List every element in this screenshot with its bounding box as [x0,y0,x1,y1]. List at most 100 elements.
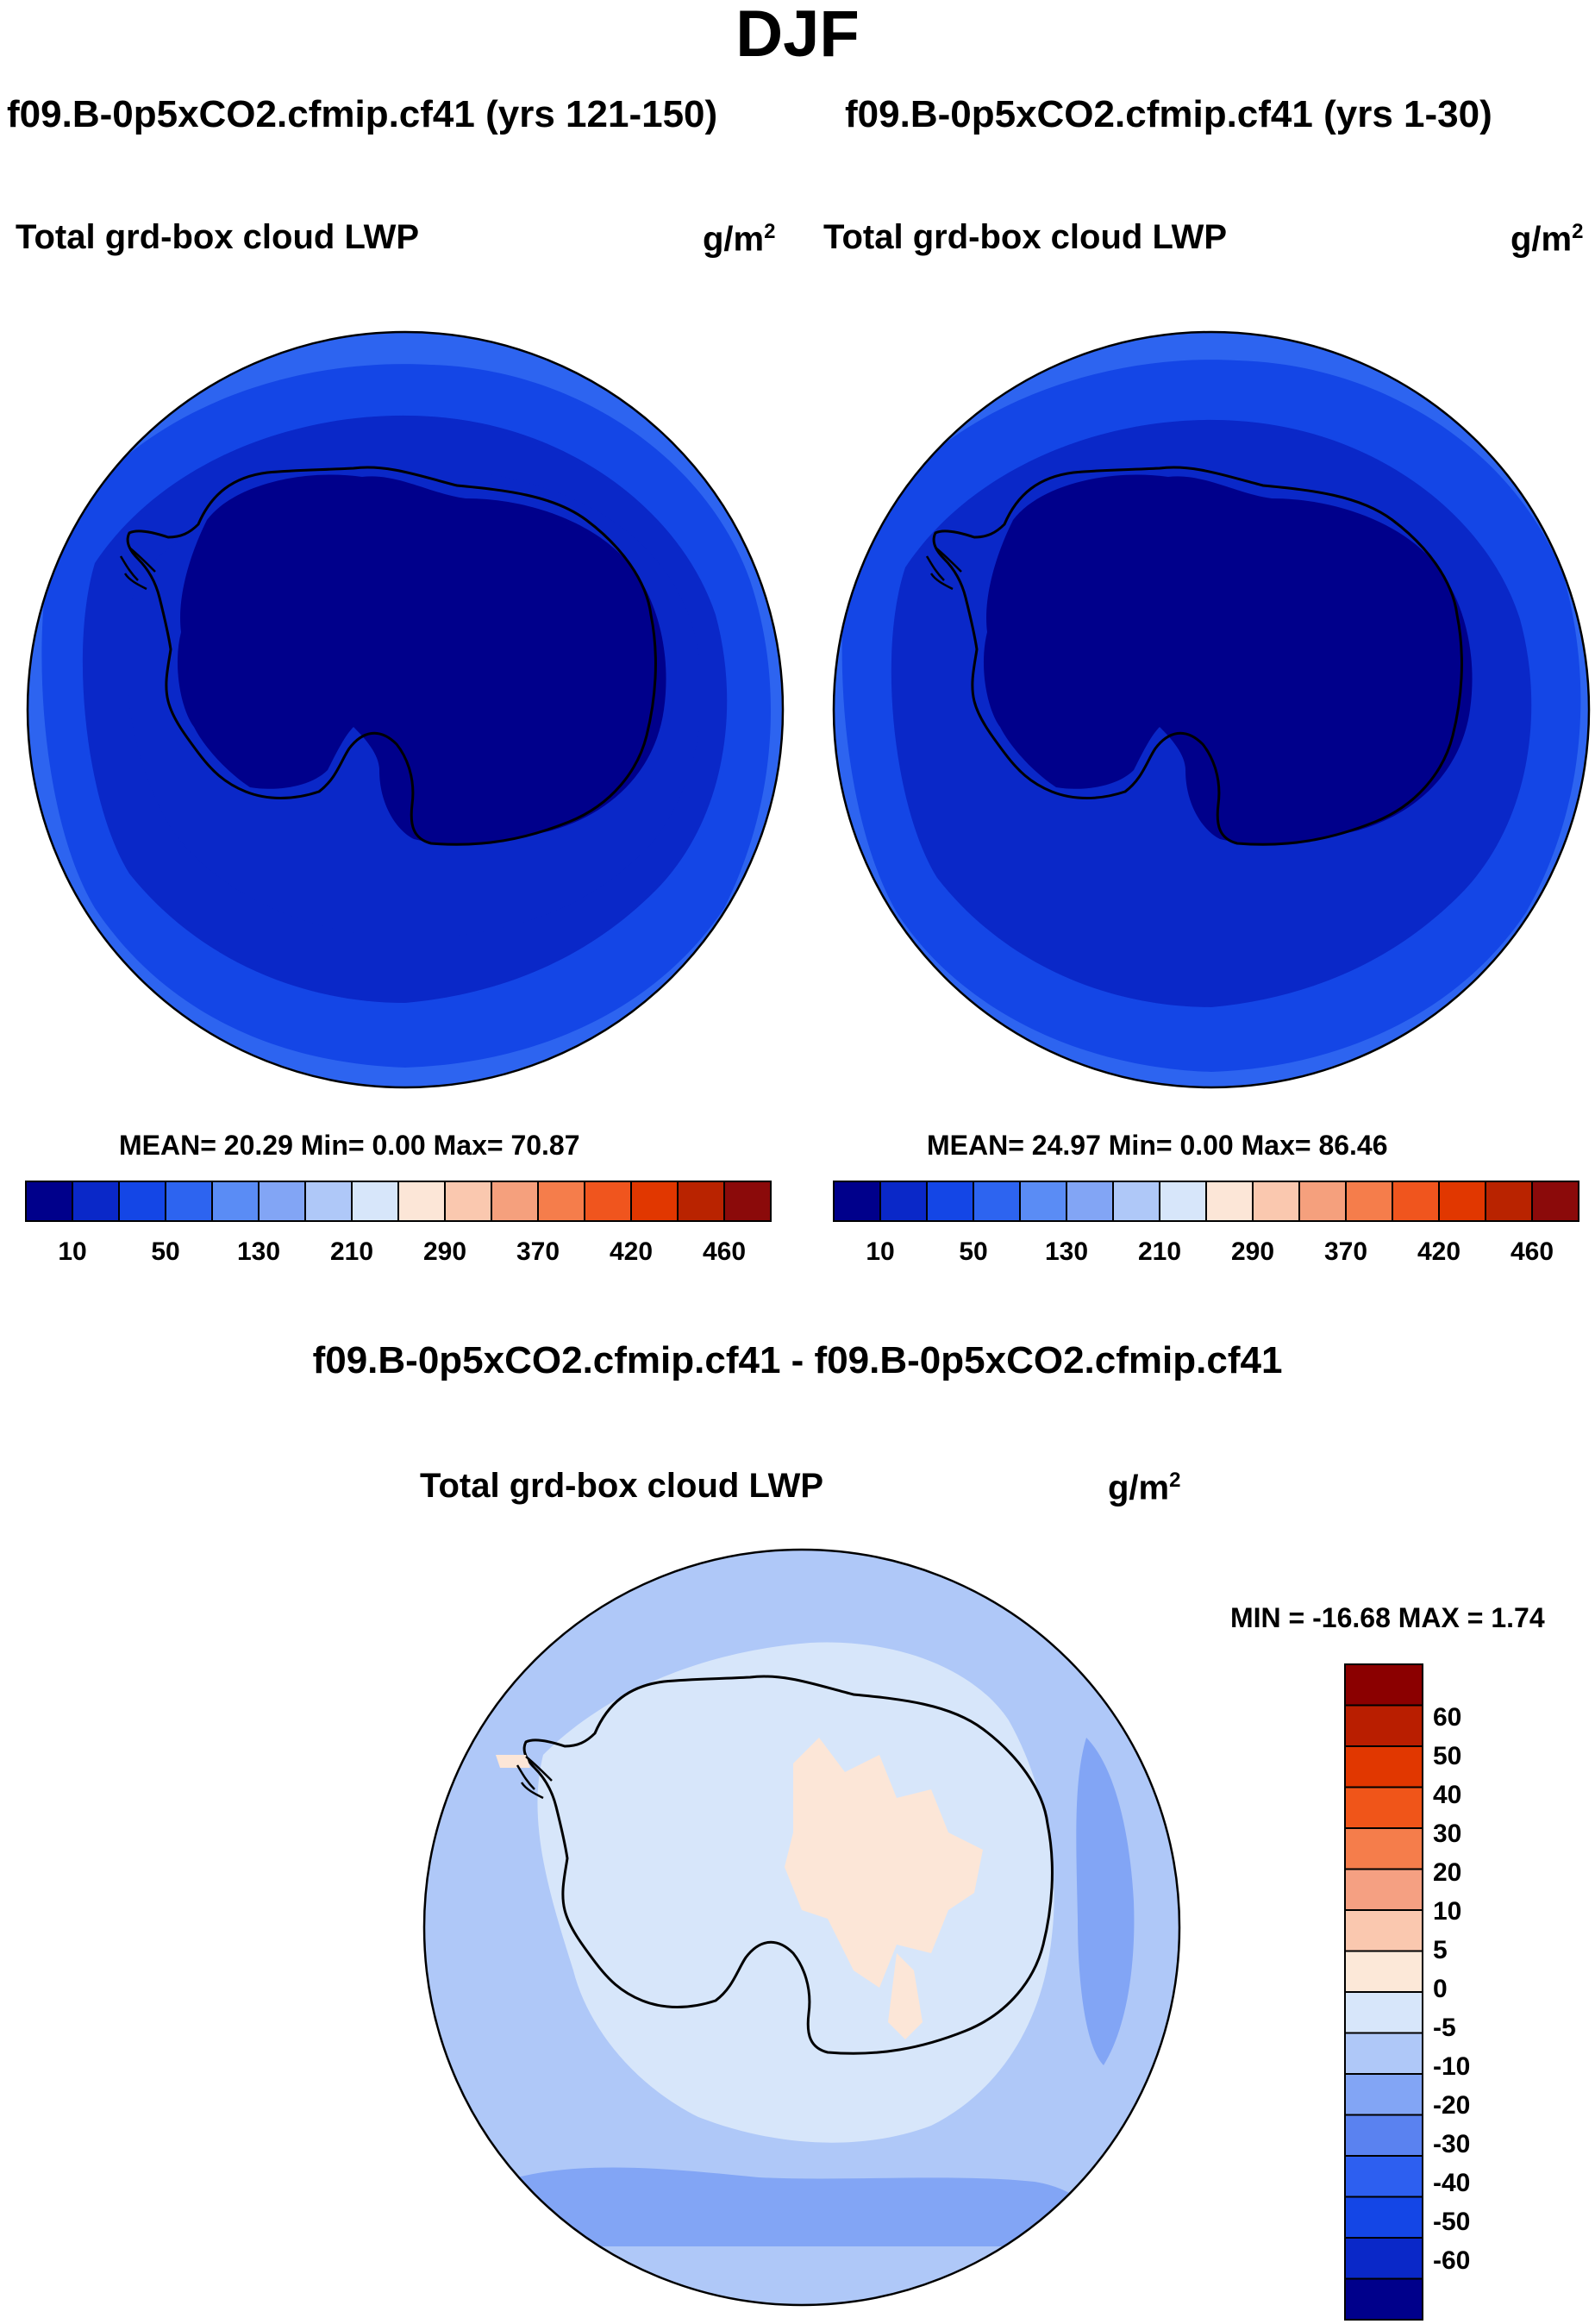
diff-map [422,1548,1181,2307]
colorbar-swatch [584,1181,632,1222]
colorbar-swatch [1344,1950,1423,1993]
colorbar-swatch [1066,1181,1114,1222]
antarctica-coastline [126,466,657,846]
panel-1-colorbar-tick-label: 130 [236,1237,281,1266]
colorbar-swatch [1344,2237,1423,2280]
antarctica-interior [983,474,1473,844]
figure-title: DJF [735,0,860,71]
colorbar-swatch [211,1181,260,1222]
east-band-blue [1076,1738,1135,2065]
panel-2-units: g/m2 [1511,220,1584,259]
diff-colorbar-tick-label: 30 [1433,1820,1462,1848]
panel-2-map [832,330,1591,1089]
diff-units: g/m2 [1108,1469,1181,1507]
colorbar-swatch [1344,1786,1423,1829]
colorbar-swatch [1344,2073,1423,2116]
diff-variable-name: Total grd-box cloud LWP [420,1467,824,1505]
colorbar-swatch [630,1181,679,1222]
colorbar-swatch [677,1181,725,1222]
colorbar-swatch [1252,1181,1300,1222]
colorbar-swatch [351,1181,399,1222]
diff-colorbar-tick-label: 60 [1433,1703,1462,1732]
panel-1-stats: MEAN= 20.29 Min= 0.00 Max= 70.87 [119,1130,580,1161]
colorbar-swatch [118,1181,166,1222]
colorbar-swatch [1344,2277,1423,2321]
panel-2-colorbar-tick-label: 290 [1230,1237,1275,1266]
panel-1-units: g/m2 [703,220,776,259]
colorbar-swatch [1344,2114,1423,2157]
colorbar-swatch [304,1181,353,1222]
colorbar-swatch [1344,1704,1423,1747]
diff-colorbar-tick-label: 50 [1433,1742,1462,1770]
colorbar-swatch [973,1181,1021,1222]
colorbar-swatch [258,1181,306,1222]
colorbar-swatch [1344,2155,1423,2198]
panel-1-colorbar-tick-label: 50 [151,1237,180,1266]
peninsula-outline [516,1756,553,1800]
panel-2-colorbar [833,1181,1579,1222]
diff-colorbar-tick-label: 0 [1433,1975,1448,2003]
panel-2-colorbar-tick-label: 460 [1510,1237,1554,1266]
antarctica-coastline [932,466,1463,846]
positive-patch [785,1738,983,1988]
colorbar-swatch [72,1181,120,1222]
colorbar-swatch [1531,1181,1579,1222]
panel-2-variable-name: Total grd-box cloud LWP [823,218,1228,256]
panel-2-colorbar-tick-label: 10 [866,1237,895,1266]
panel-1-colorbar [25,1181,772,1222]
colorbar-swatch [1392,1181,1440,1222]
colorbar-swatch [1344,1827,1423,1870]
panel-2-case-title: f09.B-0p5xCO2.cfmip.cf41 (yrs 1-30) [845,93,1492,135]
positive-patch [888,1953,923,2039]
diff-colorbar-tick-label: -40 [1433,2169,1471,2197]
map-border [26,330,785,1089]
panel-1-colorbar-tick-label: 10 [58,1237,87,1266]
panel-1-colorbar-tick-label: 370 [516,1237,560,1266]
diff-stats: MIN = -16.68 MAX = 1.74 [1230,1602,1545,1633]
colorbar-swatch [1345,1181,1393,1222]
diff-case-title: f09.B-0p5xCO2.cfmip.cf41 - f09.B-0p5xCO2… [312,1339,1283,1381]
map-border [832,330,1591,1089]
colorbar-swatch [1344,1991,1423,2034]
colorbar-swatch [1112,1181,1160,1222]
colorbar-swatch [1298,1181,1347,1222]
colorbar-swatch [926,1181,974,1222]
diff-colorbar-tick-label: -20 [1433,2091,1471,2120]
colorbar-swatch [1344,1868,1423,1911]
antarctica-interior [177,474,666,844]
peninsula-outline [925,547,962,591]
colorbar-swatch [1344,1909,1423,1952]
colorbar-swatch [25,1181,73,1222]
colorbar-swatch [723,1181,772,1222]
panel-2-colorbar-tick-label: 420 [1417,1237,1461,1266]
panel-1-map [26,330,785,1089]
diff-colorbar-tick-label: 40 [1433,1781,1462,1809]
diff-colorbar-tick-label: 5 [1433,1936,1448,1964]
colorbar-swatch [1344,2032,1423,2075]
panel-1-colorbar-tick-label: 420 [609,1237,654,1266]
panel-1-colorbar-tick-label: 210 [329,1237,374,1266]
antarctica-coastline [522,1675,1054,2055]
colorbar-swatch [879,1181,928,1222]
colorbar-swatch [1438,1181,1486,1222]
panel-1-colorbar-tick-label: 290 [422,1237,467,1266]
diff-colorbar-tick-label: -50 [1433,2208,1471,2236]
colorbar-swatch [1344,1663,1423,1707]
colorbar-swatch [833,1181,881,1222]
panel-2-colorbar-tick-label: 50 [959,1237,988,1266]
diff-colorbar-tick-label: 20 [1433,1858,1462,1887]
panel-2-colorbar-tick-label: 370 [1323,1237,1368,1266]
diff-colorbar-tick-label: -30 [1433,2130,1471,2158]
panel-2-colorbar-tick-label: 130 [1044,1237,1089,1266]
colorbar-swatch [444,1181,492,1222]
diff-colorbar-tick-label: 10 [1433,1897,1462,1926]
diff-colorbar-tick-label: -10 [1433,2052,1471,2081]
colorbar-swatch [397,1181,446,1222]
panel-1-case-title: f09.B-0p5xCO2.cfmip.cf41 (yrs 121-150) [7,93,718,135]
southern-band-blue [517,2167,1098,2246]
panel-1-colorbar-tick-label: 460 [702,1237,747,1266]
diff-colorbar-tick-label: -5 [1433,2014,1456,2042]
map-border [422,1548,1181,2307]
positive-patch [496,1755,530,1768]
colorbar-swatch [1159,1181,1207,1222]
